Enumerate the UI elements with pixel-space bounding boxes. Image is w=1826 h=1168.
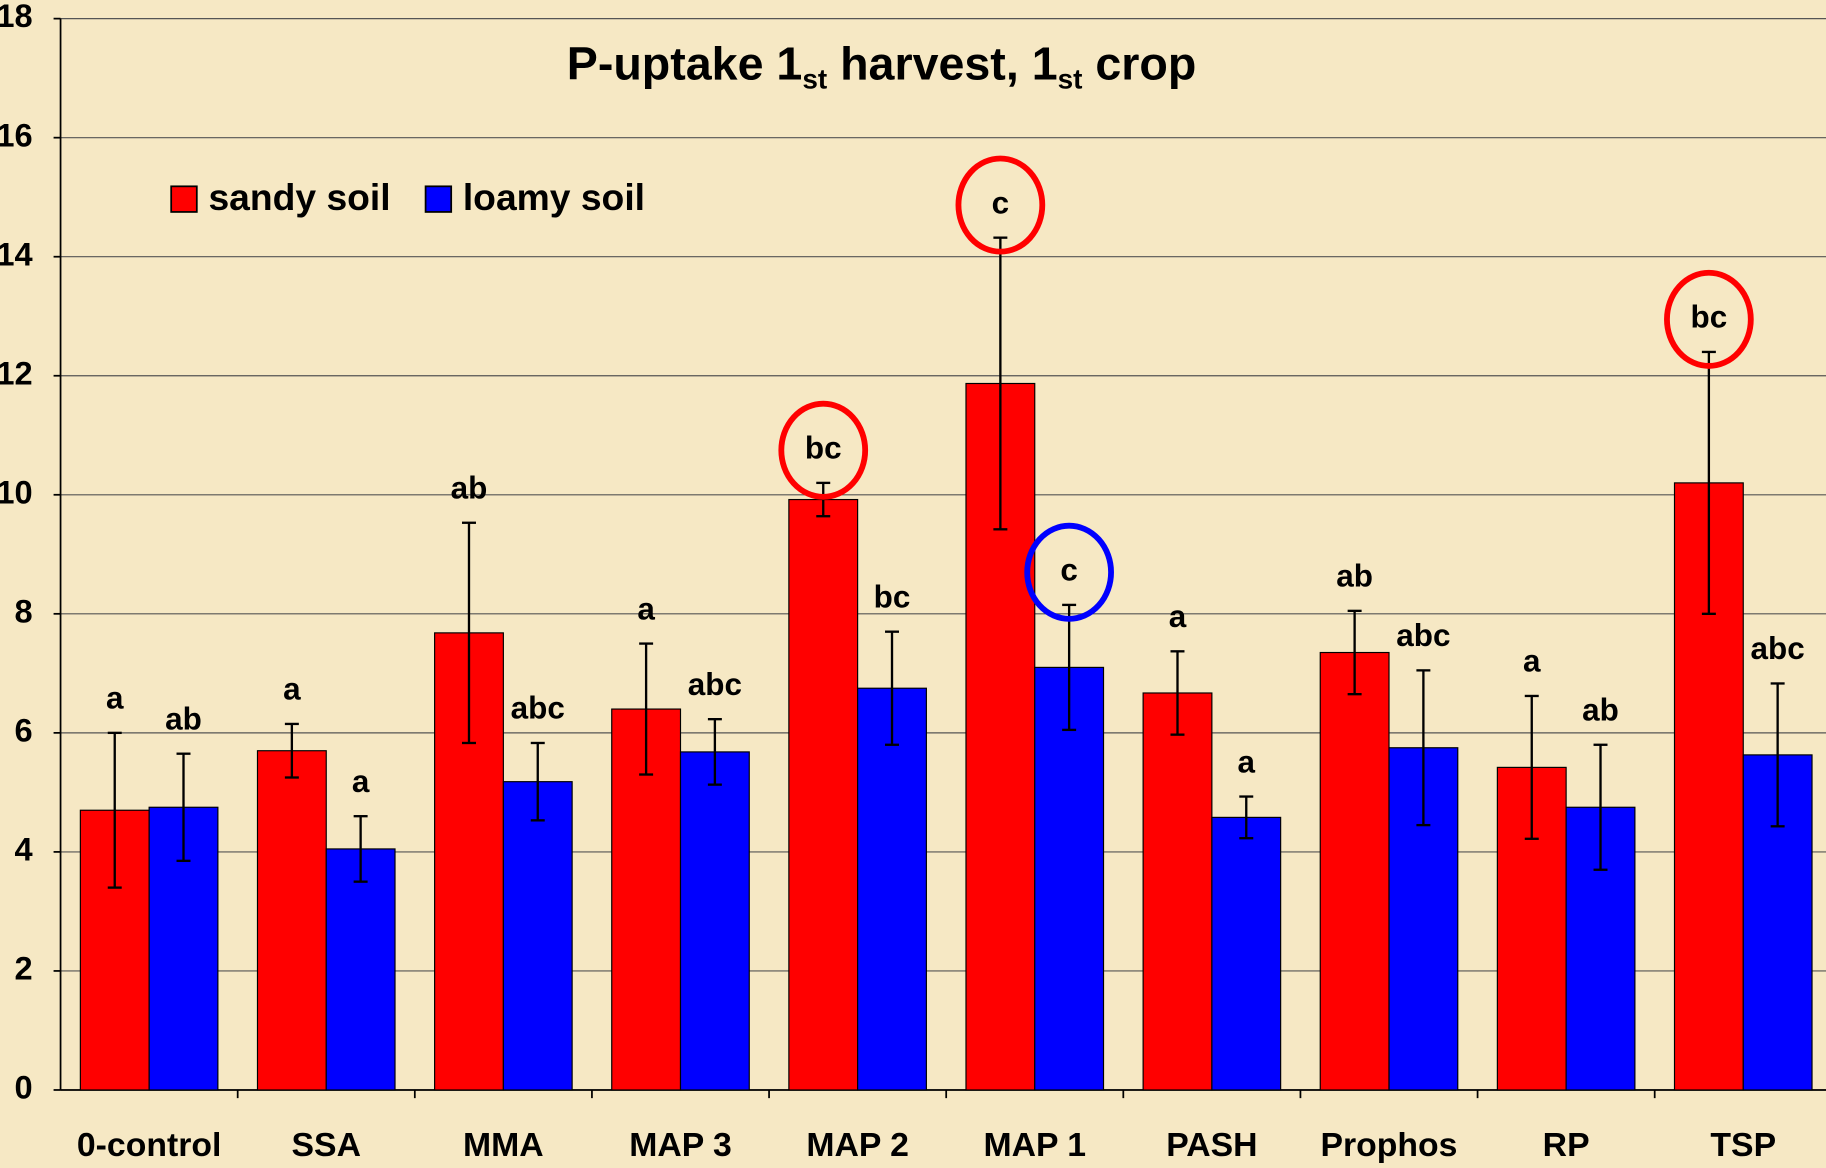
title-text: crop bbox=[1082, 38, 1196, 90]
bar bbox=[1388, 747, 1459, 1091]
y-tick-label: 8 bbox=[14, 592, 32, 629]
bar bbox=[325, 848, 396, 1091]
y-tick-label: 0 bbox=[14, 1069, 32, 1106]
x-tick-label: 0-control bbox=[77, 1126, 221, 1164]
bar bbox=[1211, 816, 1282, 1091]
y-tick-label: 4 bbox=[14, 831, 32, 868]
significance-letter: a bbox=[1523, 644, 1541, 679]
bar bbox=[857, 687, 927, 1091]
x-tick-label: RP bbox=[1543, 1126, 1590, 1164]
significance-letter: a bbox=[1238, 744, 1256, 779]
significance-letter: ab bbox=[165, 701, 202, 736]
significance-letter: a bbox=[106, 681, 124, 716]
x-tick-label: TSP bbox=[1710, 1126, 1776, 1164]
significance-letter: abc bbox=[1751, 631, 1805, 666]
significance-letter: a bbox=[1169, 599, 1187, 634]
significance-letter: bc bbox=[1691, 300, 1728, 335]
y-tick-label: 2 bbox=[14, 950, 32, 987]
chart-title: P-uptake 1st harvest, 1st crop bbox=[567, 38, 1197, 95]
significance-letter: c bbox=[992, 185, 1009, 220]
highlight-circle bbox=[955, 155, 1046, 255]
x-tick-label: MAP 2 bbox=[806, 1126, 909, 1164]
x-tick-label: SSA bbox=[292, 1126, 361, 1164]
bar bbox=[256, 750, 327, 1091]
legend-label: loamy soil bbox=[463, 176, 645, 218]
highlight-circle bbox=[778, 400, 869, 500]
highlight-circle bbox=[1024, 522, 1114, 622]
title-subscript: st bbox=[802, 64, 827, 95]
title-subscript: st bbox=[1058, 64, 1083, 95]
y-tick-label: 6 bbox=[14, 711, 32, 748]
x-tick-label: MAP 3 bbox=[629, 1126, 732, 1164]
y-tick-label: 18 bbox=[0, 0, 33, 34]
x-tick-label: MMA bbox=[463, 1126, 544, 1164]
title-text: harvest, 1 bbox=[827, 38, 1057, 90]
significance-letter: a bbox=[352, 764, 370, 799]
significance-letter: ab bbox=[1336, 559, 1373, 594]
y-tick-label: 10 bbox=[0, 473, 33, 510]
legend-label: sandy soil bbox=[208, 176, 390, 218]
bar bbox=[1034, 666, 1105, 1091]
bar bbox=[1142, 692, 1213, 1091]
significance-letter: a bbox=[283, 672, 301, 707]
bar bbox=[679, 751, 750, 1091]
bar bbox=[1319, 651, 1390, 1091]
significance-letter: ab bbox=[1582, 692, 1619, 727]
legend-swatch bbox=[170, 185, 198, 213]
y-tick-label: 16 bbox=[0, 116, 33, 153]
bar bbox=[502, 781, 573, 1091]
bar bbox=[788, 498, 859, 1091]
significance-letter: bc bbox=[805, 431, 842, 466]
significance-letter: abc bbox=[688, 667, 742, 702]
x-tick-label: MAP 1 bbox=[983, 1126, 1086, 1164]
title-text: P-uptake 1 bbox=[567, 38, 803, 90]
significance-letter: bc bbox=[874, 579, 911, 614]
legend-swatch bbox=[424, 185, 453, 213]
significance-letter: a bbox=[637, 591, 655, 626]
highlight-circle bbox=[1664, 269, 1754, 369]
y-tick-label: 14 bbox=[0, 235, 33, 272]
significance-letter: c bbox=[1060, 553, 1077, 588]
y-tick-label: 12 bbox=[0, 354, 33, 391]
x-tick-label: PASH bbox=[1166, 1126, 1257, 1164]
x-tick-label: Prophos bbox=[1321, 1126, 1458, 1164]
significance-letter: abc bbox=[1396, 618, 1450, 653]
significance-letter: abc bbox=[511, 691, 565, 726]
significance-letter: ab bbox=[451, 470, 488, 505]
